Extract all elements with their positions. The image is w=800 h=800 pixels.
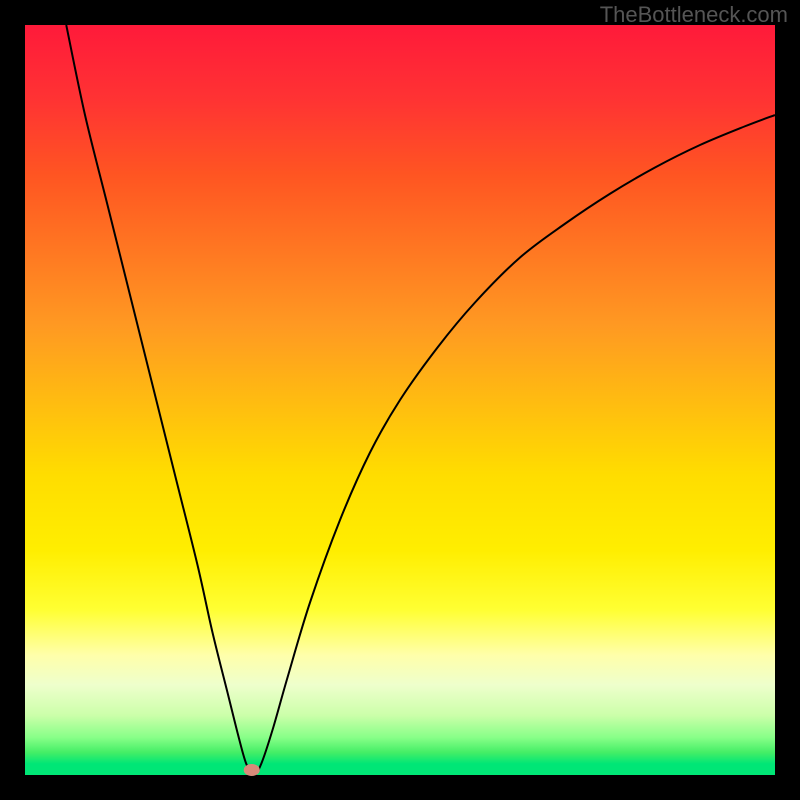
optimal-point-marker <box>243 764 260 776</box>
plot-area <box>25 25 775 775</box>
bottleneck-curve <box>25 25 775 775</box>
chart-container: TheBottleneck.com <box>0 0 800 800</box>
watermark-text: TheBottleneck.com <box>600 2 788 28</box>
